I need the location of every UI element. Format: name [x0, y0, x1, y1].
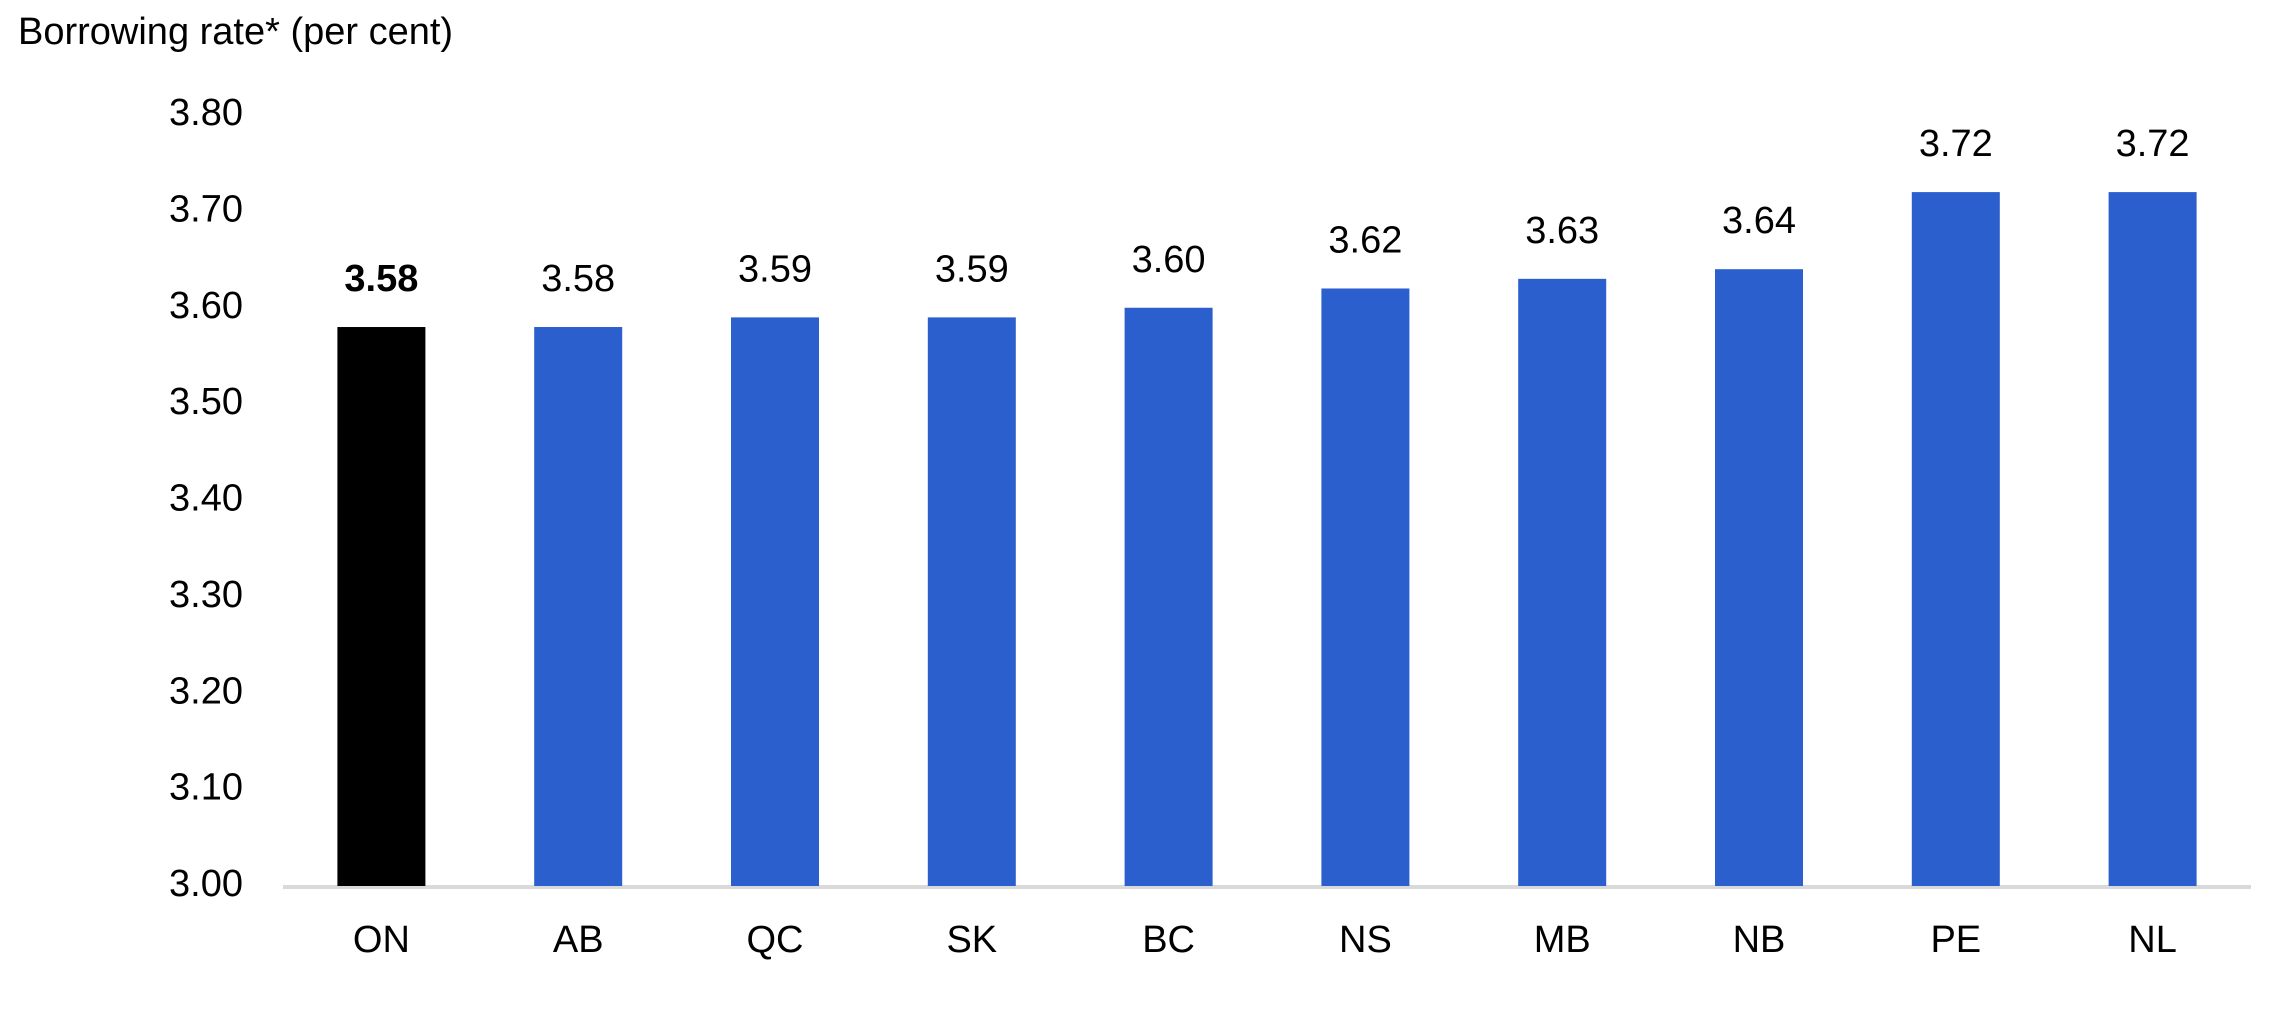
y-tick-label: 3.00	[169, 863, 243, 905]
bar	[731, 317, 819, 886]
x-tick-label: BC	[1142, 919, 1195, 961]
bar	[1518, 278, 1607, 886]
bar	[2108, 192, 2197, 887]
bar	[1321, 288, 1410, 887]
y-axis-label: Borrowing rate* (per cent)	[18, 11, 453, 53]
y-tick-label: 3.10	[169, 767, 243, 809]
value-label: 3.63	[1525, 210, 1599, 252]
y-tick-label: 3.80	[169, 92, 243, 134]
y-tick-label: 3.40	[169, 478, 243, 520]
x-tick-label: MB	[1534, 919, 1591, 961]
x-tick-label: AB	[553, 919, 604, 961]
x-tick-label: PE	[1930, 919, 1981, 961]
x-tick-label: NB	[1733, 919, 1786, 961]
x-tick-label: ON	[353, 919, 410, 961]
value-label: 3.59	[935, 248, 1009, 290]
bar	[534, 327, 623, 886]
x-tick-label: NL	[2128, 919, 2177, 961]
bar	[1124, 307, 1213, 886]
x-tick-label: NS	[1339, 919, 1392, 961]
value-label: 3.59	[738, 248, 812, 290]
y-tick-label: 3.60	[169, 285, 243, 327]
value-label: 3.64	[1722, 200, 1796, 242]
value-label: 3.60	[1132, 239, 1206, 281]
value-label: 3.62	[1328, 220, 1402, 262]
value-label: 3.72	[1919, 123, 1993, 165]
x-tick-label: SK	[946, 919, 997, 961]
y-tick-label: 3.50	[169, 381, 243, 423]
y-tick-label: 3.70	[169, 188, 243, 230]
value-label: 3.58	[344, 258, 418, 300]
y-tick-label: 3.30	[169, 574, 243, 616]
value-label: 3.72	[2116, 123, 2190, 165]
x-tick-label: QC	[747, 919, 804, 961]
bar	[1715, 269, 1803, 886]
bar	[337, 327, 426, 886]
value-label: 3.58	[541, 258, 615, 300]
y-tick-label: 3.20	[169, 670, 243, 712]
bar	[1911, 192, 2000, 887]
bar	[927, 317, 1016, 886]
